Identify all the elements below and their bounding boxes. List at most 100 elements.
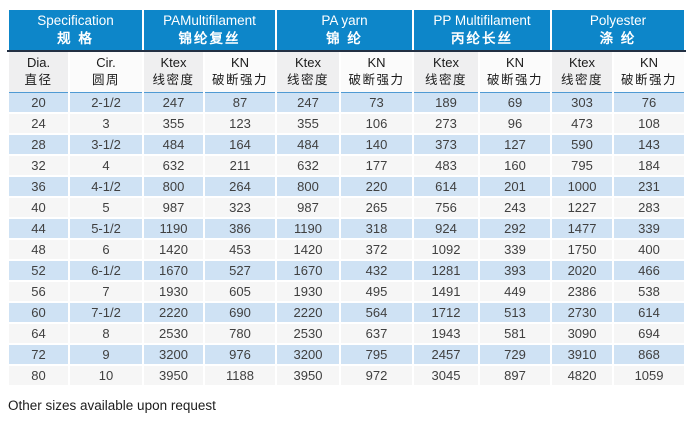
table-cell: 632 <box>142 154 206 177</box>
table-cell: 1190 <box>142 217 206 240</box>
table-cell: 372 <box>339 238 415 261</box>
header-group-pp-multifilament: PP Multifilament 丙纶长丝 <box>412 8 553 52</box>
table-cell: 32 <box>7 154 70 177</box>
table-cell: 2-1/2 <box>67 92 145 114</box>
column-header-zh: 圆周 <box>92 72 121 87</box>
table-cell: 123 <box>203 112 278 135</box>
table-cell: 56 <box>7 280 70 303</box>
column-header-zh: 破断强力 <box>348 72 405 87</box>
table-cell: 924 <box>412 217 481 240</box>
column-header-ktex: Ktex 线密度 <box>275 50 342 93</box>
table-cell: 2386 <box>550 280 615 303</box>
table-cell: 400 <box>612 238 687 261</box>
header-group-zh: 规 格 <box>57 31 94 46</box>
column-header-ktex: Ktex 线密度 <box>142 50 206 93</box>
column-header-zh: 线密度 <box>152 72 195 87</box>
table-cell: 177 <box>339 154 415 177</box>
table-cell: 73 <box>339 92 415 114</box>
table-cell: 729 <box>478 343 553 366</box>
table-cell: 495 <box>339 280 415 303</box>
table-cell: 1227 <box>550 196 615 219</box>
table-cell: 800 <box>142 175 206 198</box>
table-cell: 3 <box>67 112 145 135</box>
column-header-en: Ktex <box>295 54 322 70</box>
table-cell: 637 <box>339 322 415 345</box>
table-cell: 80 <box>7 364 70 387</box>
header-group-zh: 锦 纶 <box>326 31 363 46</box>
header-group-en: PP Multifilament <box>433 13 531 28</box>
table-cell: 87 <box>203 92 278 114</box>
column-header-en: KN <box>367 54 386 70</box>
table-cell: 393 <box>478 259 553 282</box>
table-cell: 52 <box>7 259 70 282</box>
table-row: 52 6-1/2 1670 527 1670 432 1281 393 2020 466 <box>7 259 687 282</box>
table-cell: 5 <box>67 196 145 219</box>
table-cell: 483 <box>412 154 481 177</box>
header-group-row: Specification 规 格 PAMultifilament 锦纶复丝 P… <box>6 8 687 52</box>
table-cell: 897 <box>478 364 553 387</box>
table-cell: 1092 <box>412 238 481 261</box>
table-cell: 140 <box>339 133 415 156</box>
table-cell: 987 <box>275 196 342 219</box>
table-cell: 231 <box>612 175 687 198</box>
table-cell: 795 <box>339 343 415 366</box>
table-cell: 48 <box>7 238 70 261</box>
table-cell: 2530 <box>142 322 206 345</box>
table-cell: 273 <box>412 112 481 135</box>
table-cell: 2530 <box>275 322 342 345</box>
table-cell: 4 <box>67 154 145 177</box>
table-cell: 292 <box>478 217 553 240</box>
table-cell: 4-1/2 <box>67 175 145 198</box>
column-header-kn: KN 破断强力 <box>612 50 687 93</box>
table-cell: 1930 <box>142 280 206 303</box>
table-row: 64 8 2530 780 2530 637 1943 581 3090 694 <box>7 322 687 345</box>
table-cell: 64 <box>7 322 70 345</box>
table-cell: 527 <box>203 259 278 282</box>
table-cell: 473 <box>550 112 615 135</box>
table-cell: 484 <box>275 133 342 156</box>
table-cell: 355 <box>275 112 342 135</box>
header-group-zh: 丙纶长丝 <box>451 31 514 46</box>
table-cell: 564 <box>339 301 415 324</box>
table-cell: 24 <box>7 112 70 135</box>
table-cell: 3200 <box>275 343 342 366</box>
column-header-en: Ktex <box>569 54 596 70</box>
footer-note: Other sizes available upon request <box>8 398 216 413</box>
table-cell: 690 <box>203 301 278 324</box>
table-cell: 2220 <box>142 301 206 324</box>
table-cell: 318 <box>339 217 415 240</box>
table-cell: 40 <box>7 196 70 219</box>
table-cell: 69 <box>478 92 553 114</box>
header-group-en: Polyester <box>589 13 647 28</box>
table-cell: 60 <box>7 301 70 324</box>
column-header-zh: 破断强力 <box>621 72 678 87</box>
table-cell: 614 <box>412 175 481 198</box>
table-row: 32 4 632 211 632 177 483 160 795 184 <box>7 154 687 177</box>
column-header-zh: 线密度 <box>287 72 330 87</box>
table-cell: 160 <box>478 154 553 177</box>
table-row: 44 5-1/2 1190 386 1190 318 924 292 1477 339 <box>7 217 687 240</box>
table-cell: 449 <box>478 280 553 303</box>
table-cell: 1943 <box>412 322 481 345</box>
table-cell: 339 <box>612 217 687 240</box>
table-cell: 6-1/2 <box>67 259 145 282</box>
table-cell: 1000 <box>550 175 615 198</box>
table-cell: 1670 <box>142 259 206 282</box>
column-header-cir: Cir. 圆周 <box>67 50 145 93</box>
table-cell: 44 <box>7 217 70 240</box>
header-group-zh: 锦纶复丝 <box>178 31 241 46</box>
table-cell: 20 <box>7 92 70 114</box>
table-cell: 247 <box>275 92 342 114</box>
header-group-zh: 涤 纶 <box>599 31 637 46</box>
table-cell: 143 <box>612 133 687 156</box>
table-cell: 283 <box>612 196 687 219</box>
table-cell: 1420 <box>275 238 342 261</box>
table-cell: 1281 <box>412 259 481 282</box>
table-cell: 466 <box>612 259 687 282</box>
column-header-kn: KN 破断强力 <box>478 50 553 93</box>
table-cell: 2730 <box>550 301 615 324</box>
table-cell: 987 <box>142 196 206 219</box>
table-cell: 265 <box>339 196 415 219</box>
table-cell: 323 <box>203 196 278 219</box>
